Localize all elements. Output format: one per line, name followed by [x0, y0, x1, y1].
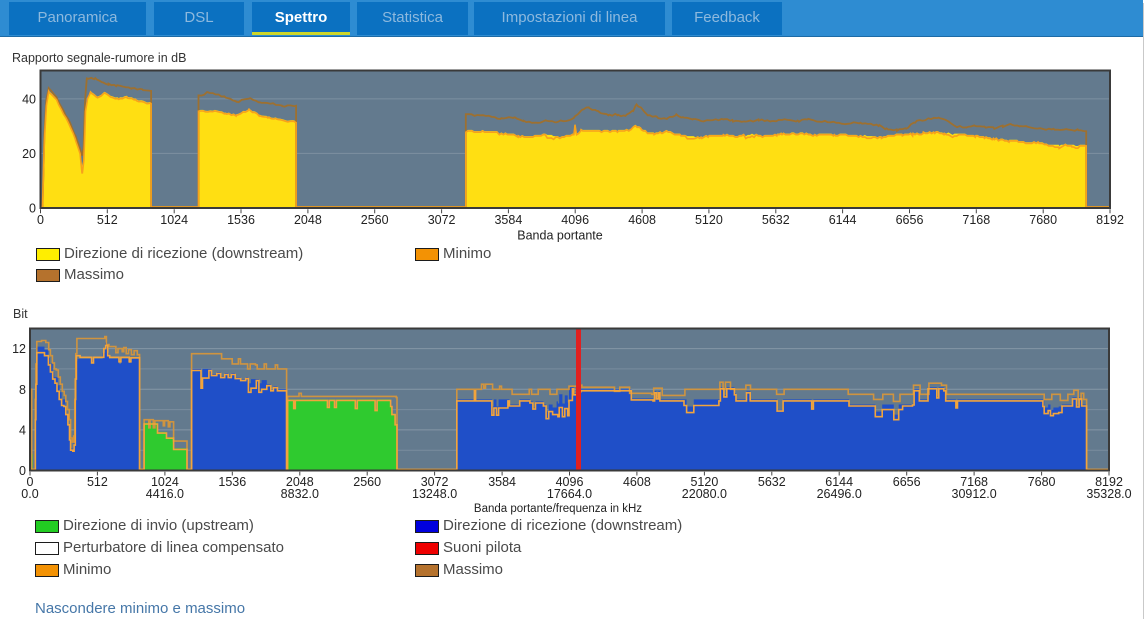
- svg-text:40: 40: [22, 92, 36, 106]
- svg-text:Banda portante/frequenza in kH: Banda portante/frequenza in kHz: [474, 503, 642, 515]
- svg-text:6144: 6144: [825, 475, 853, 489]
- svg-text:8192: 8192: [1096, 213, 1124, 227]
- svg-text:13248.0: 13248.0: [412, 487, 457, 501]
- svg-text:2048: 2048: [294, 213, 322, 227]
- svg-text:6656: 6656: [896, 213, 924, 227]
- svg-text:4608: 4608: [628, 213, 656, 227]
- svg-text:2048: 2048: [286, 475, 314, 489]
- svg-text:12: 12: [12, 342, 26, 356]
- svg-text:4: 4: [19, 423, 26, 437]
- svg-text:8: 8: [19, 383, 26, 397]
- svg-text:3584: 3584: [494, 213, 522, 227]
- svg-text:2560: 2560: [353, 475, 381, 489]
- svg-text:0: 0: [29, 202, 36, 216]
- svg-text:1024: 1024: [160, 213, 188, 227]
- svg-text:4096: 4096: [561, 213, 589, 227]
- svg-text:Banda portante: Banda portante: [517, 229, 603, 243]
- svg-text:3072: 3072: [428, 213, 456, 227]
- svg-text:1536: 1536: [218, 475, 246, 489]
- svg-text:3584: 3584: [488, 475, 516, 489]
- svg-text:5632: 5632: [762, 213, 790, 227]
- svg-text:512: 512: [97, 213, 118, 227]
- svg-text:0: 0: [19, 464, 26, 478]
- svg-text:5632: 5632: [758, 475, 786, 489]
- svg-text:8192: 8192: [1095, 475, 1123, 489]
- svg-text:1024: 1024: [151, 475, 179, 489]
- svg-text:5120: 5120: [695, 213, 723, 227]
- svg-text:17664.0: 17664.0: [547, 487, 592, 501]
- svg-text:5120: 5120: [690, 475, 718, 489]
- svg-text:4608: 4608: [623, 475, 651, 489]
- svg-text:6144: 6144: [829, 213, 857, 227]
- svg-text:20: 20: [22, 147, 36, 161]
- svg-text:4096: 4096: [556, 475, 584, 489]
- svg-text:7168: 7168: [960, 475, 988, 489]
- svg-text:8832.0: 8832.0: [281, 487, 319, 501]
- svg-text:7168: 7168: [962, 213, 990, 227]
- svg-text:Rapporto segnale-rumore in dB: Rapporto segnale-rumore in dB: [12, 51, 186, 65]
- svg-text:3072: 3072: [421, 475, 449, 489]
- svg-text:0: 0: [37, 213, 44, 227]
- svg-text:26496.0: 26496.0: [817, 487, 862, 501]
- svg-text:7680: 7680: [1029, 213, 1057, 227]
- svg-text:4416.0: 4416.0: [146, 487, 184, 501]
- svg-text:7680: 7680: [1028, 475, 1056, 489]
- svg-text:Bit: Bit: [13, 307, 28, 321]
- svg-text:512: 512: [87, 475, 108, 489]
- svg-text:30912.0: 30912.0: [952, 487, 997, 501]
- svg-text:22080.0: 22080.0: [682, 487, 727, 501]
- svg-text:0.0: 0.0: [21, 487, 38, 501]
- svg-text:0: 0: [27, 475, 34, 489]
- svg-text:1536: 1536: [227, 213, 255, 227]
- svg-text:6656: 6656: [893, 475, 921, 489]
- svg-text:35328.0: 35328.0: [1086, 487, 1131, 501]
- svg-text:2560: 2560: [361, 213, 389, 227]
